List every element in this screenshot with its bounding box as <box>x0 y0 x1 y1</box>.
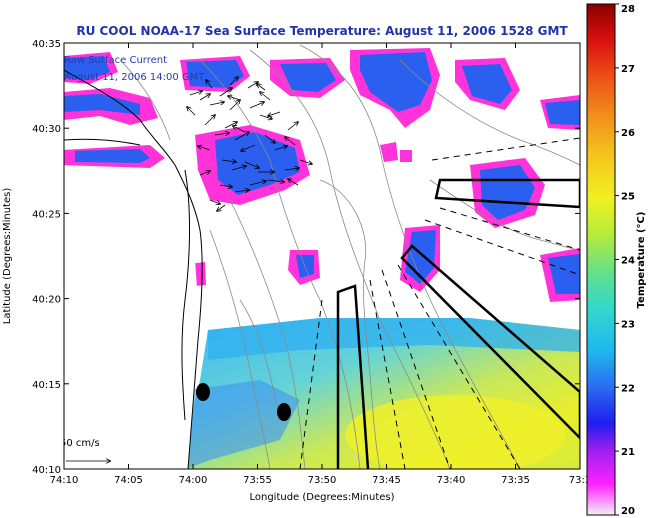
transect-dashed-lines <box>299 137 580 469</box>
sst-field-cool-strip <box>208 318 580 360</box>
y-tick-label: 40:20 <box>32 295 61 306</box>
scale-arrow: 50 cm/s <box>60 438 110 461</box>
x-tick-label: 73:45 <box>372 475 401 486</box>
colorbar-ticks: 20 21 22 23 24 25 26 27 28 <box>615 3 635 517</box>
y-tick-label: 40:10 <box>32 465 61 476</box>
colorbar-tick-label: 26 <box>621 128 635 139</box>
station-dot-1 <box>196 383 210 401</box>
bathymetry-contours <box>119 44 580 469</box>
sst-warm-core <box>345 395 565 469</box>
x-tick-label: 73:50 <box>308 475 337 486</box>
y-axis-label: Latitude (Degrees:Minutes) <box>2 188 13 325</box>
x-tick-label: 73:55 <box>243 475 272 486</box>
x-tick-label: 74:10 <box>50 475 79 486</box>
y-tick-label: 40:35 <box>32 39 61 50</box>
colorbar-tick-label: 20 <box>621 506 635 517</box>
current-label-line-2: August 11, 2006 14:00 GMT <box>64 72 205 83</box>
y-tick-label: 40:15 <box>32 380 61 391</box>
x-tick-label: 73:35 <box>501 475 530 486</box>
y-tick-label: 40:25 <box>32 209 61 220</box>
x-axis-label: Longitude (Degrees:Minutes) <box>249 492 394 503</box>
colorbar-tick-label: 22 <box>621 383 635 394</box>
colorbar: 20 21 22 23 24 25 26 27 28 Temperature (°C) <box>586 3 647 517</box>
coastline <box>64 69 203 469</box>
sst-cold-patches <box>64 48 580 302</box>
x-tick-label: 74:00 <box>179 475 208 486</box>
scale-arrow-label: 50 cm/s <box>60 438 100 449</box>
x-tick-label: 74:05 <box>114 475 143 486</box>
chart-title: RU COOL NOAA-17 Sea Surface Temperature:… <box>76 24 568 38</box>
x-tick-label: 73:40 <box>437 475 466 486</box>
x-axis-ticks: 74:10 74:05 74:00 73:55 73:50 73:45 73:40 73:35… <box>50 43 591 486</box>
colorbar-label: Temperature (°C) <box>636 212 647 309</box>
x-tick-label: 73:3 <box>569 475 591 486</box>
sst-coastal-cool <box>186 380 300 469</box>
boundary-polygons <box>336 178 580 469</box>
y-tick-label: 40:30 <box>32 124 61 135</box>
colorbar-tick-label: 21 <box>621 447 635 458</box>
colorbar-tick-label: 27 <box>621 64 635 75</box>
plot-area: 50 cm/s Raw Surface Current August 11, 2… <box>60 43 580 469</box>
colorbar-tick-label: 25 <box>621 192 635 203</box>
colorbar-tick-label: 23 <box>621 319 635 330</box>
colorbar-tick-label: 28 <box>621 4 635 15</box>
station-dot-2 <box>277 403 291 421</box>
y-axis-ticks: 40:35 40:30 40:25 40:20 40:15 40:10 <box>32 39 580 476</box>
current-label-line-1: Raw Surface Current <box>64 55 167 66</box>
colorbar-tick-label: 24 <box>621 256 635 267</box>
land-mask <box>64 170 200 469</box>
colorbar-gradient <box>586 3 616 516</box>
surface-current-arrows <box>187 77 312 211</box>
